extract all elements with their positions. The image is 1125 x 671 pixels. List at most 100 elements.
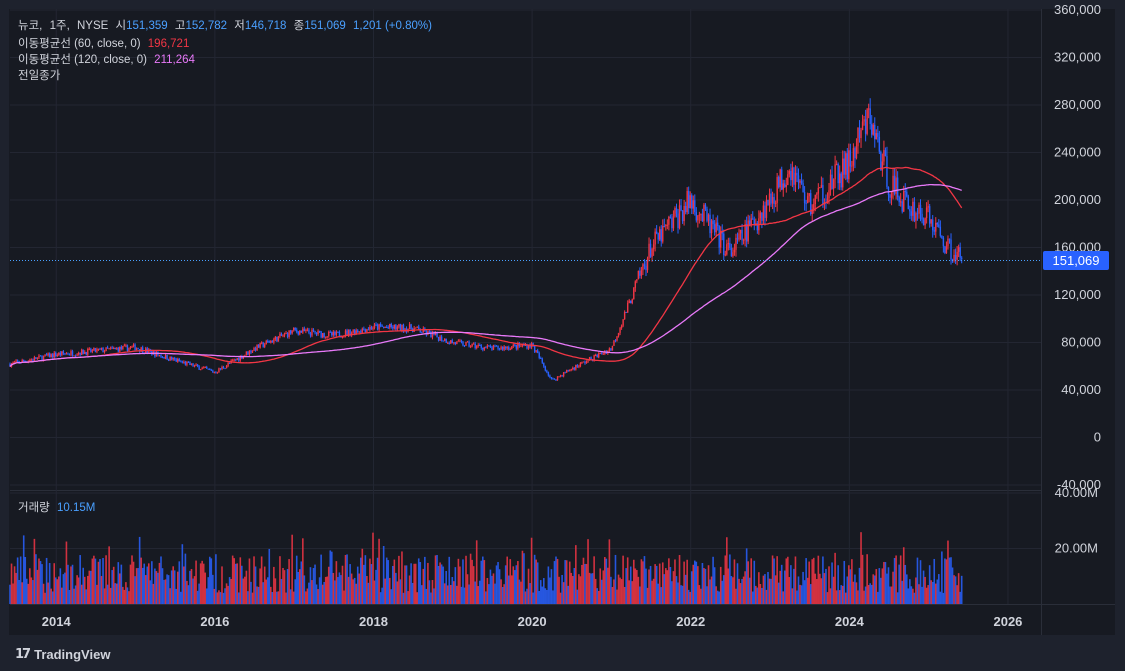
candle-body [659, 229, 661, 240]
candle-body [811, 209, 813, 214]
last-price-tag: 151,069 [1043, 251, 1109, 270]
candle-body [506, 347, 508, 349]
candle-body [523, 344, 525, 346]
candle-body [56, 354, 58, 356]
candle-body [175, 359, 177, 362]
volume-bar [604, 557, 606, 604]
candle-body [239, 356, 241, 361]
candle-body [883, 150, 885, 162]
volume-bar [899, 555, 902, 604]
volume-bar [187, 585, 190, 604]
volume-bar [155, 571, 158, 604]
candle-body [642, 264, 644, 271]
volume-bar [76, 575, 78, 604]
volume-bar [744, 571, 746, 604]
volume-bar [234, 563, 237, 604]
volume-bar [779, 570, 781, 604]
candle-body [576, 365, 579, 367]
candle-body [736, 237, 739, 240]
volume-bar [166, 574, 168, 604]
volume-bar [141, 567, 144, 604]
volume-bar [178, 561, 181, 604]
volume-bar [918, 584, 920, 604]
volume-bar [727, 568, 730, 604]
volume-bar [443, 583, 446, 604]
candle-body [325, 336, 327, 338]
volume-bar [956, 585, 958, 604]
volume-bar [387, 560, 390, 604]
candle-body [346, 330, 348, 335]
candle-body [919, 204, 922, 214]
volume-bar [626, 557, 629, 604]
volume-bar [530, 537, 533, 604]
candle-body [845, 153, 847, 175]
volume-bar [773, 558, 775, 604]
candle-body [933, 230, 935, 232]
ma120-legend[interactable]: 이동평균선 (120, close, 0) 211,264 [18, 52, 199, 68]
candle-body [296, 329, 298, 332]
volume-bar [64, 572, 66, 604]
candle-body [925, 207, 928, 219]
candle-body [180, 361, 182, 363]
volume-bar [726, 537, 728, 604]
candle-body [13, 361, 16, 363]
candle-body [236, 358, 238, 360]
volume-bar [759, 584, 762, 604]
volume-bar [237, 592, 240, 604]
volume-bar [138, 536, 141, 604]
volume-bar [851, 559, 853, 604]
volume-bar [758, 572, 760, 604]
candle-body [681, 210, 684, 222]
candle-body [697, 215, 699, 221]
candle-body [941, 235, 943, 239]
candle-body [15, 360, 17, 362]
volume-bar [628, 580, 631, 604]
candle-body [235, 359, 237, 361]
volume-bar [404, 565, 406, 604]
candle-body [228, 362, 231, 364]
candle-body [735, 237, 737, 250]
candle-body [297, 331, 299, 335]
candle-body [437, 336, 440, 341]
candle-body [694, 200, 696, 213]
volume-bar [373, 580, 376, 604]
candle-body [254, 347, 257, 351]
candle-body [177, 359, 179, 362]
volume-bar [285, 592, 287, 604]
candle-body [623, 312, 626, 320]
chart-frame[interactable] [9, 9, 1115, 635]
symbol-name[interactable]: 뉴코 [18, 20, 40, 32]
volume-bar [597, 590, 600, 604]
volume-bar [579, 576, 582, 604]
volume-legend[interactable]: 거래량 10.15M [18, 500, 99, 516]
volume-bar [510, 575, 513, 604]
volume-bar [125, 582, 127, 604]
volume-bar [93, 555, 95, 604]
volume-bar [640, 559, 643, 604]
prev-close-legend[interactable]: 전일종가 [18, 68, 64, 84]
candle-body [480, 345, 482, 348]
volume-bar [346, 554, 348, 604]
candle-body [450, 340, 452, 344]
tradingview-logo[interactable]: 𝟭𝟳 TradingView [15, 646, 110, 662]
candle-body [201, 367, 203, 370]
ma60-legend[interactable]: 이동평균선 (60, close, 0) 196,721 [18, 36, 193, 52]
candle-body [848, 150, 850, 180]
volume-bar [459, 566, 461, 604]
interval-label[interactable]: 1주 [49, 20, 67, 32]
symbol-legend: 뉴코, 1주, NYSE 시151,359 고152,782 저146,718 … [18, 20, 432, 32]
volume-bar [135, 568, 138, 604]
volume-bar [715, 586, 717, 604]
volume-bar [112, 566, 115, 604]
volume-bar [117, 562, 120, 604]
volume-bar [390, 589, 393, 604]
candle-body [947, 238, 949, 247]
volume-bar [359, 557, 362, 604]
volume-bar [27, 583, 30, 604]
volume-bar [344, 555, 347, 604]
volume-bar [16, 557, 19, 604]
y-tick-label: 80,000 [1061, 335, 1101, 350]
x-tick-label: 2018 [359, 614, 388, 629]
volume-bar [29, 568, 31, 604]
